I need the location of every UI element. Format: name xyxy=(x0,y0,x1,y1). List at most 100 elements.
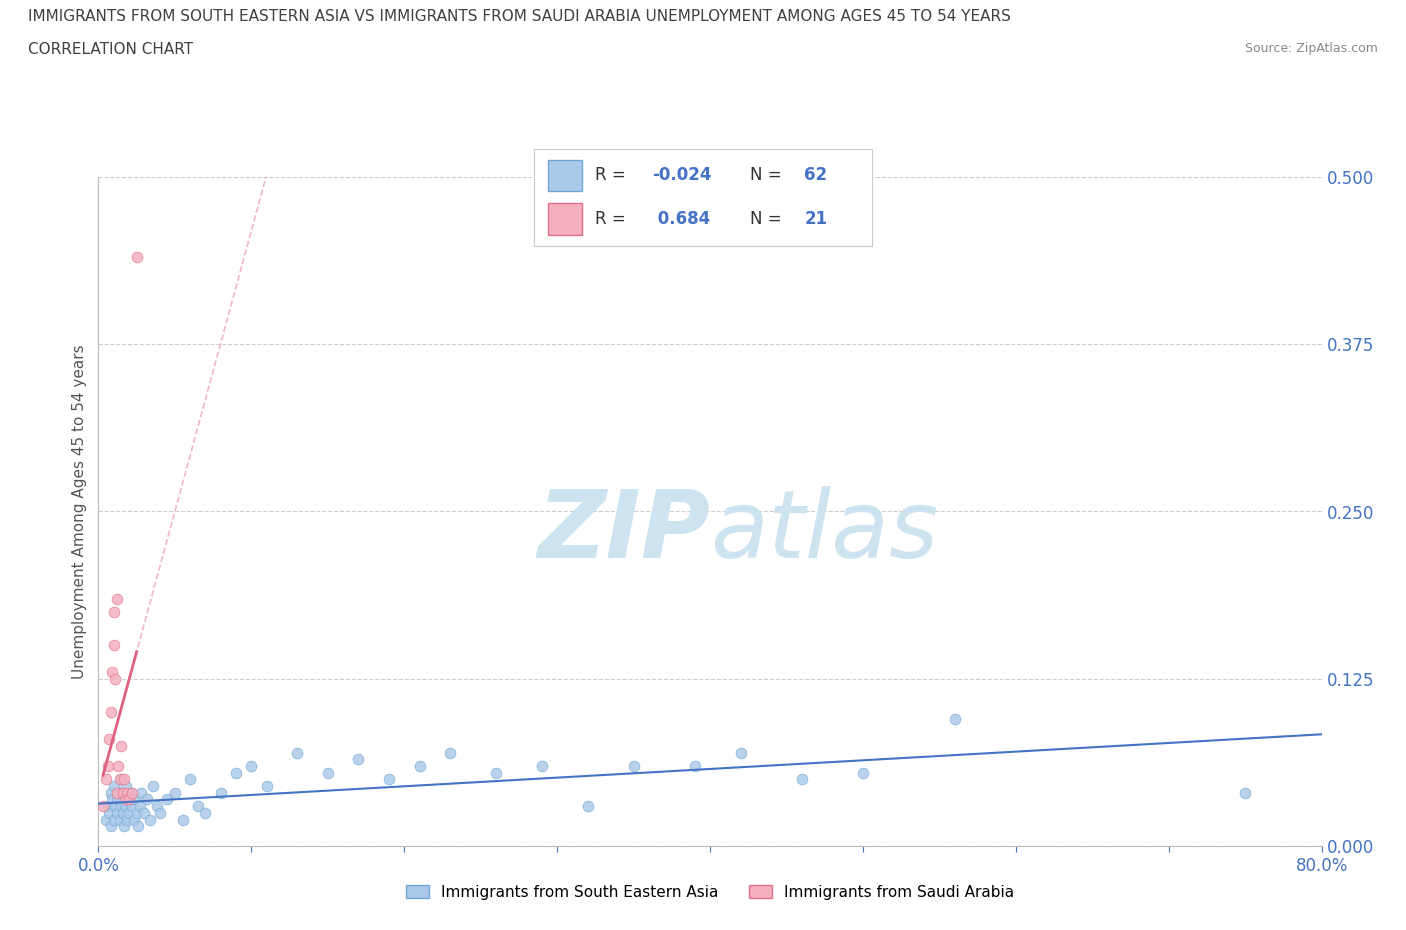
Text: 0.684: 0.684 xyxy=(652,210,710,228)
Point xyxy=(576,799,599,814)
Point xyxy=(128,799,150,814)
Text: atlas: atlas xyxy=(710,486,938,578)
Point xyxy=(105,591,128,606)
Point xyxy=(100,705,122,720)
Point xyxy=(105,805,128,820)
Text: CORRELATION CHART: CORRELATION CHART xyxy=(28,42,193,57)
Point xyxy=(108,772,131,787)
Point xyxy=(730,745,752,760)
Point xyxy=(124,792,146,807)
Point xyxy=(101,665,124,680)
Point xyxy=(103,778,125,793)
Point xyxy=(100,785,122,800)
Text: IMMIGRANTS FROM SOUTH EASTERN ASIA VS IMMIGRANTS FROM SAUDI ARABIA UNEMPLOYMENT : IMMIGRANTS FROM SOUTH EASTERN ASIA VS IM… xyxy=(28,9,1011,24)
Point xyxy=(117,812,139,827)
Point xyxy=(142,778,165,793)
Point xyxy=(120,785,142,800)
Point xyxy=(110,738,132,753)
Point xyxy=(104,671,127,686)
Point xyxy=(103,812,125,827)
Point xyxy=(98,732,121,747)
Point xyxy=(439,745,461,760)
Text: R =: R = xyxy=(595,210,631,228)
Point xyxy=(378,772,401,787)
Point xyxy=(91,799,114,814)
Point xyxy=(256,778,278,793)
Point xyxy=(98,805,121,820)
Point xyxy=(179,772,201,787)
Text: ZIP: ZIP xyxy=(537,485,710,578)
Point xyxy=(112,818,135,833)
Point xyxy=(408,759,430,774)
Point xyxy=(94,772,117,787)
Point xyxy=(172,812,194,827)
Point xyxy=(118,792,141,807)
Point xyxy=(103,638,125,653)
Text: N =: N = xyxy=(751,166,787,184)
Text: 21: 21 xyxy=(804,210,827,228)
Point xyxy=(943,711,966,726)
Point xyxy=(347,751,370,766)
Point xyxy=(107,785,129,800)
Text: R =: R = xyxy=(595,166,631,184)
Point xyxy=(115,792,138,807)
Point xyxy=(121,785,143,800)
Point xyxy=(134,805,156,820)
Point xyxy=(105,792,128,807)
Point xyxy=(122,812,145,827)
Point xyxy=(225,765,247,780)
Point xyxy=(125,805,148,820)
Point xyxy=(790,772,813,787)
Point xyxy=(485,765,508,780)
Text: 62: 62 xyxy=(804,166,827,184)
Point xyxy=(125,249,148,264)
Point xyxy=(100,818,122,833)
Point xyxy=(149,805,172,820)
Point xyxy=(103,604,125,619)
Point xyxy=(127,818,149,833)
Point xyxy=(110,799,132,814)
Point xyxy=(94,812,117,827)
Point xyxy=(194,805,217,820)
Point xyxy=(163,785,186,800)
Point xyxy=(187,799,209,814)
Point xyxy=(852,765,875,780)
Point xyxy=(145,799,167,814)
Point xyxy=(115,799,138,814)
Point xyxy=(111,785,134,800)
Point xyxy=(107,759,129,774)
Point xyxy=(285,745,308,760)
Point xyxy=(136,792,159,807)
Text: Source: ZipAtlas.com: Source: ZipAtlas.com xyxy=(1244,42,1378,55)
Point xyxy=(530,759,553,774)
Point xyxy=(97,759,120,774)
Bar xyxy=(548,204,582,234)
Bar xyxy=(548,160,582,191)
Point xyxy=(139,812,162,827)
Point xyxy=(110,772,132,787)
Point xyxy=(117,785,139,800)
Point xyxy=(115,778,138,793)
Point xyxy=(209,785,232,800)
Point xyxy=(623,759,645,774)
Point xyxy=(101,792,124,807)
Point xyxy=(97,799,120,814)
Point xyxy=(118,805,141,820)
Point xyxy=(108,812,131,827)
Text: N =: N = xyxy=(751,210,787,228)
Text: -0.024: -0.024 xyxy=(652,166,711,184)
Point xyxy=(111,805,134,820)
Point xyxy=(121,799,143,814)
Point xyxy=(156,792,179,807)
Point xyxy=(104,799,127,814)
Point xyxy=(240,759,263,774)
Point xyxy=(1234,785,1257,800)
Point xyxy=(118,792,141,807)
Legend: Immigrants from South Eastern Asia, Immigrants from Saudi Arabia: Immigrants from South Eastern Asia, Immi… xyxy=(399,879,1021,906)
Point xyxy=(316,765,339,780)
Y-axis label: Unemployment Among Ages 45 to 54 years: Unemployment Among Ages 45 to 54 years xyxy=(72,344,87,679)
Point xyxy=(683,759,706,774)
Point xyxy=(105,785,128,800)
Point xyxy=(129,785,152,800)
Point xyxy=(112,772,135,787)
